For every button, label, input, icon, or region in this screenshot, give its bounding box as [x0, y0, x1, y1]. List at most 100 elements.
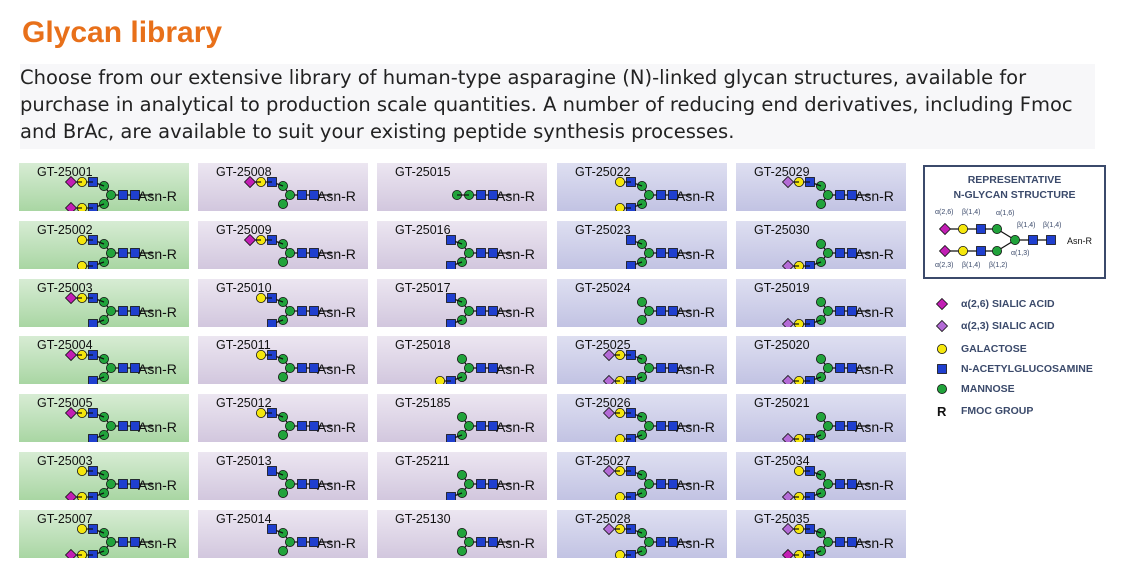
glycan-card[interactable]: GT-25002 Asn-R — [19, 220, 189, 269]
sialic-a23-diamond — [602, 522, 616, 535]
sialic-a23-diamond — [602, 349, 616, 362]
galactose-circle — [794, 434, 804, 443]
glycan-card[interactable]: GT-25019 Asn-R — [736, 278, 906, 327]
glycan-structure-diagram: Asn-R — [781, 412, 894, 443]
glcnac-square — [297, 190, 307, 200]
sialic-a23-diamond — [602, 375, 616, 385]
glycan-card[interactable]: GT-25211 Asn-R — [377, 452, 547, 500]
glycan-card[interactable]: GT-25023 Asn-R — [557, 220, 727, 269]
representative-title-line2: N-GLYCAN STRUCTURE — [953, 189, 1076, 201]
glycan-card[interactable]: GT-25026 Asn-R — [557, 394, 727, 443]
glycan-structure-diagram: Asn-R — [435, 354, 535, 385]
glcnac-square — [668, 247, 678, 258]
glycan-card[interactable]: GT-25012 Asn-R — [198, 394, 368, 443]
glcnac-square — [446, 434, 456, 443]
glycan-structure-diagram: Asn-R — [64, 465, 177, 500]
galactose-circle — [794, 260, 804, 269]
asn-r-label: Asn-R — [317, 477, 356, 493]
glcnac-square — [476, 190, 486, 200]
glycan-card[interactable]: GT-25030 Asn-R — [736, 220, 906, 269]
mannose-circle — [823, 478, 834, 489]
asn-r-label: Asn-R — [676, 246, 715, 262]
asn-r-label: Asn-R — [317, 361, 356, 377]
glycan-id: GT-25026 — [575, 396, 631, 411]
galactose-circle — [77, 203, 87, 211]
glycan-structure-diagram: Asn-R — [256, 292, 356, 327]
glcnac-square — [309, 305, 319, 316]
glycan-card[interactable]: GT-25017 Asn-R — [377, 278, 547, 327]
glcnac-square — [488, 421, 498, 432]
galactose-circle — [615, 203, 625, 211]
glycan-card[interactable]: GT-25025 Asn-R — [557, 336, 727, 385]
galactose-circle — [77, 260, 87, 269]
R-icon: R — [937, 404, 947, 419]
sialic-a26-diamond — [64, 349, 78, 362]
glycan-card[interactable]: GT-25004 Asn-R — [19, 336, 189, 385]
asn-r-label: Asn-R — [676, 188, 715, 204]
glycan-card[interactable]: GT-25007 Asn-R — [19, 509, 189, 558]
glcnac-square — [668, 363, 678, 374]
glycan-id: GT-25017 — [395, 280, 451, 295]
sialic-a26-diamond — [64, 490, 78, 500]
glcnac-square — [130, 247, 140, 258]
glycan-card[interactable]: GT-25001 Asn-R — [19, 163, 189, 211]
glycan-card[interactable]: GT-25130 Asn-R — [377, 509, 547, 558]
glycan-card[interactable]: GT-25029 Asn-R — [736, 163, 906, 211]
glycan-card[interactable]: GT-25011 Asn-R — [198, 336, 368, 385]
glycan-card[interactable]: GT-25009 Asn-R — [198, 220, 368, 269]
linkage-label: α(1,6) — [996, 210, 1014, 217]
glcnac-square — [88, 434, 98, 443]
glycan-card[interactable]: GT-25005 Asn-R — [19, 394, 189, 443]
glcnac-square — [847, 421, 857, 432]
glycan-card[interactable]: GT-25185 Asn-R — [377, 394, 547, 443]
glcnac-square — [297, 363, 307, 374]
glcnac-square — [88, 318, 98, 327]
glycan-card[interactable]: GT-25013 Asn-R — [198, 452, 368, 500]
mannose-circle — [106, 305, 117, 316]
glcnac-square — [656, 479, 666, 489]
glycan-card[interactable]: GT-25034 Asn-R — [736, 452, 906, 500]
glcnac-square — [309, 479, 319, 489]
glycan-card[interactable]: GT-25016 Asn-R — [377, 220, 547, 269]
mannose-circle — [637, 296, 648, 307]
glcnac-square — [130, 363, 140, 374]
sialic-a26-diamond — [781, 548, 795, 558]
sialic-a23-diamond — [602, 464, 616, 478]
glcnac-square — [118, 479, 128, 489]
sialic-a23-diamond — [781, 490, 795, 500]
glycan-card[interactable]: GT-25018 Asn-R — [377, 336, 547, 385]
glycan-card[interactable]: GT-25021 Asn-R — [736, 394, 906, 443]
sialic-a26-diamond — [64, 175, 78, 189]
mannose-circle — [278, 430, 289, 441]
asn-r-label: Asn-R — [317, 535, 356, 551]
asn-r-label: Asn-R — [855, 535, 894, 551]
glcnac-square — [626, 260, 636, 269]
glycan-structure-diagram: Asn-R — [615, 176, 715, 211]
glycan-card[interactable]: GT-25015 Asn-R — [377, 163, 547, 211]
representative-structure-box: REPRESENTATIVE N-GLYCAN STRUCTURE α(2,6)… — [923, 165, 1106, 279]
glcnac-square — [118, 536, 128, 547]
glycan-card[interactable]: GT-25028 Asn-R — [557, 509, 727, 558]
mannose-circle — [637, 314, 648, 325]
asn-r-label: Asn-R — [676, 361, 715, 377]
glycan-card[interactable]: GT-25014 Asn-R — [198, 509, 368, 558]
glcnac-square — [88, 260, 98, 269]
mannose-circle — [816, 238, 827, 249]
glycan-card[interactable]: GT-25010 Asn-R — [198, 278, 368, 327]
glycan-card[interactable]: GT-25008 Asn-R — [198, 163, 368, 211]
glcnac-square — [835, 190, 845, 200]
glcnac-square — [488, 536, 498, 547]
mannose-circle — [644, 189, 655, 200]
asn-r-label: Asn-R — [496, 477, 535, 493]
glycan-card[interactable]: GT-25035 Asn-R — [736, 509, 906, 558]
glycan-card[interactable]: GT-25024 Asn-R — [557, 278, 727, 327]
glycan-structure-diagram: Asn-R — [637, 296, 715, 325]
representative-glycan-diagram: α(2,6) β(1,4) α(1,6)β(1,4) β(1,4)α(2,3) β(1,… — [935, 209, 1093, 269]
glycan-structure-diagram: Asn-R — [602, 349, 715, 385]
glycan-card[interactable]: GT-25003 Asn-R — [19, 452, 189, 500]
glycan-card[interactable]: GT-25020 Asn-R — [736, 336, 906, 385]
glycan-card[interactable]: GT-25027 Asn-R — [557, 452, 727, 500]
glycan-card[interactable]: GT-25022 Asn-R — [557, 163, 727, 211]
glycan-card[interactable]: GT-25003 Asn-R — [19, 278, 189, 327]
galactose-circle — [77, 465, 88, 476]
